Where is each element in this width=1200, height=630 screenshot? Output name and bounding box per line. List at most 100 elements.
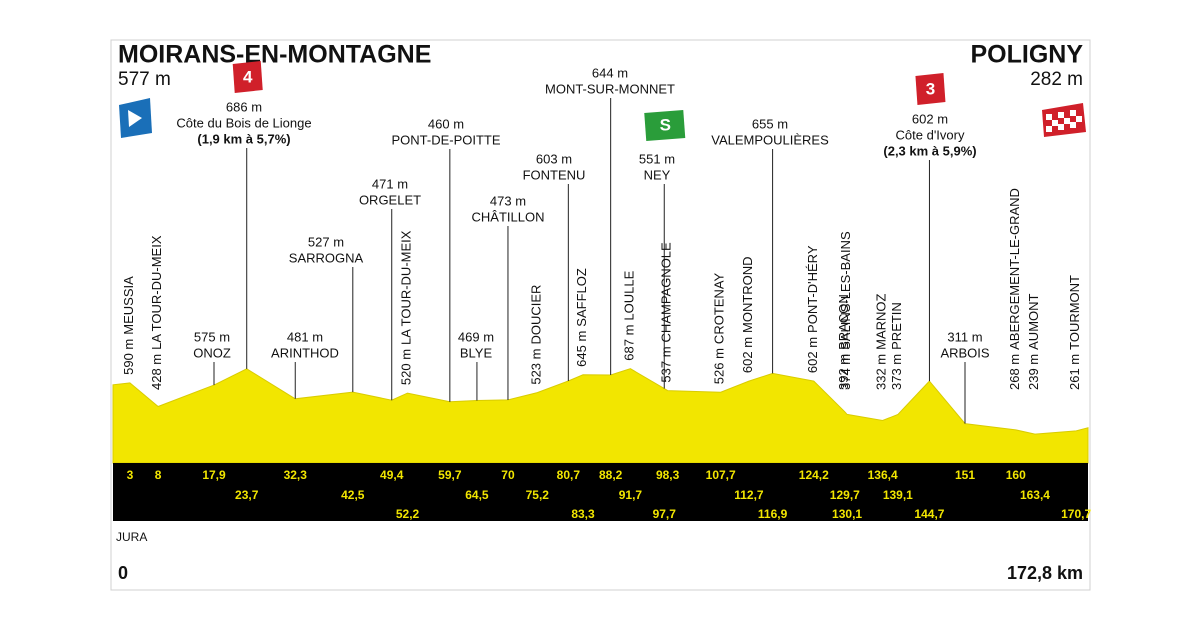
- finish-flag: [1042, 103, 1086, 137]
- km-label: 42,5: [341, 488, 365, 502]
- km-label: 70: [501, 468, 515, 482]
- place-name: SAFFLOZ: [574, 268, 589, 327]
- km-label: 170,7: [1061, 507, 1091, 521]
- place-name: ONOZ: [193, 345, 231, 360]
- km-label: 116,9: [758, 507, 788, 521]
- elevation-label: 373 m: [889, 354, 904, 390]
- place-name: PONT-DE-POITTE: [391, 132, 500, 147]
- place-name: MONTROND: [740, 256, 755, 333]
- vertical-label: 537 m CHAMPAGNOLE: [659, 242, 674, 383]
- place-name: MEUSSIA: [121, 276, 136, 335]
- frame: [110, 39, 1091, 591]
- elevation-label: 469 m: [458, 329, 494, 344]
- vertical-label: 520 m LA TOUR-DU-MEIX: [399, 230, 414, 385]
- start-name: MOIRANS-EN-MONTAGNE: [118, 41, 431, 69]
- km-label: 59,7: [438, 468, 462, 482]
- start-elevation: 577 m: [118, 69, 171, 90]
- vertical-label: 590 m MEUSSIA: [121, 276, 136, 375]
- km-label: 80,7: [557, 468, 581, 482]
- km-label: 8: [155, 468, 162, 482]
- elevation-label: 537 m: [659, 346, 674, 382]
- place-name: CHÂTILLON: [472, 209, 545, 224]
- start-flag: [119, 98, 152, 138]
- place-name: LOULLE: [622, 270, 637, 320]
- vertical-label: 645 m SAFFLOZ: [574, 268, 589, 367]
- km-label: 139,1: [883, 488, 913, 502]
- km-label: 130,1: [832, 507, 862, 521]
- place-name: BRACON: [836, 294, 851, 350]
- km-label: 144,7: [914, 507, 944, 521]
- place-name: BLYE: [460, 345, 493, 360]
- elevation-label: 473 m: [490, 193, 526, 208]
- place-name: FONTENU: [523, 167, 586, 182]
- place-name: Côte du Bois de Lionge: [176, 115, 311, 130]
- vertical-label: 526 m CROTENAY: [712, 272, 727, 384]
- km-band: [113, 463, 1088, 521]
- km-label: 151: [955, 468, 975, 482]
- km-label: 129,7: [830, 488, 860, 502]
- place-name: TOURMONT: [1068, 275, 1083, 350]
- place-name: LA TOUR-DU-MEIX: [150, 235, 165, 350]
- elevation-label: 392 m: [836, 354, 851, 390]
- place-name: ARBOIS: [940, 345, 989, 360]
- vertical-label: 261 m TOURMONT: [1068, 275, 1083, 390]
- place-name: LA TOUR-DU-MEIX: [399, 230, 414, 345]
- vertical-label: 687 m LOULLE: [622, 270, 637, 360]
- start-km: 0: [118, 563, 128, 583]
- vertical-label: 602 m MONTROND: [740, 256, 755, 373]
- vertical-label: 602 m PONT-D'HÉRY: [805, 245, 820, 373]
- elevation-label: 523 m: [529, 349, 544, 385]
- km-label: 32,3: [284, 468, 308, 482]
- elevation-label: 527 m: [308, 234, 344, 249]
- climb-category: 4: [243, 67, 253, 86]
- elevation-label: 551 m: [639, 151, 675, 166]
- vertical-label: 428 m LA TOUR-DU-MEIX: [150, 235, 165, 390]
- km-label: 52,2: [396, 507, 420, 521]
- km-label: 107,7: [706, 468, 736, 482]
- place-name: SARROGNA: [289, 250, 364, 265]
- km-label: 136,4: [868, 468, 898, 482]
- elevation-label: 471 m: [372, 176, 408, 191]
- elevation-label: 520 m: [399, 349, 414, 385]
- sprint-label: S: [660, 115, 671, 134]
- climb-category: 3: [926, 79, 935, 98]
- place-name: PRETIN: [889, 302, 904, 350]
- elevation-label: 603 m: [536, 151, 572, 166]
- place-name: DOUCIER: [529, 285, 544, 345]
- elevation-label: 374 m: [839, 354, 854, 390]
- place-name: Côte d'Ivory: [896, 127, 965, 142]
- place-name: MARNOZ: [874, 293, 889, 349]
- vertical-label: 332 m MARNOZ: [874, 293, 889, 390]
- km-label: 88,2: [599, 468, 623, 482]
- vertical-label: 523 m DOUCIER: [529, 285, 544, 385]
- finish-elevation: 282 m: [1030, 69, 1083, 90]
- vertical-label: 373 m PRETIN: [889, 302, 904, 390]
- elevation-label: 239 m: [1026, 354, 1041, 390]
- place-name: CHAMPAGNOLE: [659, 242, 674, 342]
- place-name: VALEMPOULIÈRES: [711, 132, 829, 147]
- elevation-label: 261 m: [1068, 354, 1083, 390]
- climb-badge: [232, 61, 263, 93]
- km-label: 3: [127, 468, 134, 482]
- elevation-label: 481 m: [287, 329, 323, 344]
- elevation-label: 602 m: [740, 337, 755, 373]
- elevation-label: 268 m: [1007, 354, 1022, 390]
- elevation-label: 311 m: [947, 329, 982, 344]
- km-label: 17,9: [202, 468, 226, 482]
- km-label: 91,7: [619, 488, 643, 502]
- elevation-label: 428 m: [150, 354, 165, 390]
- region: JURA: [116, 530, 147, 544]
- place-name: CROTENAY: [712, 272, 727, 344]
- vertical-label: 239 m AUMONT: [1026, 293, 1041, 390]
- finish-distance: 172,8 km: [1007, 563, 1083, 583]
- vertical-label: 268 m ABERGEMENT-LE-GRAND: [1007, 188, 1022, 390]
- elevation-label: 575 m: [194, 329, 230, 344]
- finish-name: POLIGNY: [970, 41, 1083, 69]
- climb-detail: (1,9 km à 5,7%): [197, 131, 290, 146]
- km-label: 49,4: [380, 468, 404, 482]
- elevation-label: 687 m: [622, 325, 637, 361]
- elevation-label: 602 m: [912, 111, 948, 126]
- km-label: 64,5: [465, 488, 489, 502]
- elevation-label: 332 m: [874, 354, 889, 390]
